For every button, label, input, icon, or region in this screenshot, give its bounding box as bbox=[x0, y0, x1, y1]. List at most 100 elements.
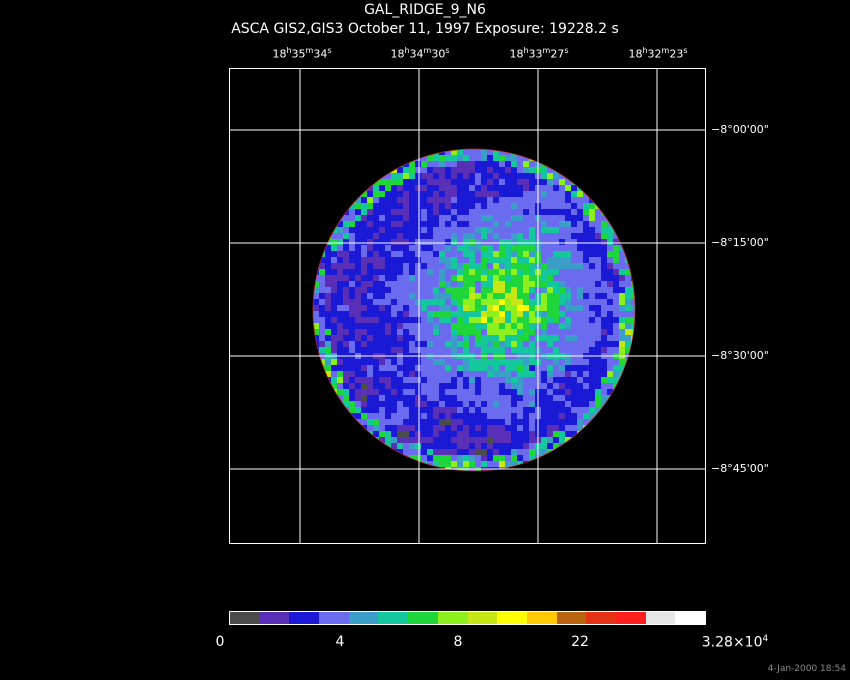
intensity-pixel bbox=[529, 347, 535, 353]
intensity-pixel bbox=[595, 389, 601, 395]
intensity-pixel bbox=[577, 347, 583, 353]
intensity-pixel bbox=[457, 311, 463, 317]
intensity-pixel bbox=[571, 341, 577, 347]
intensity-pixel bbox=[439, 245, 445, 251]
intensity-pixel bbox=[547, 269, 553, 275]
intensity-pixel bbox=[433, 419, 439, 425]
intensity-pixel bbox=[451, 329, 457, 335]
intensity-pixel bbox=[355, 341, 361, 347]
intensity-pixel bbox=[481, 209, 487, 215]
intensity-pixel bbox=[457, 197, 463, 203]
ra-label: 18h32m23s bbox=[628, 46, 688, 61]
intensity-pixel bbox=[469, 287, 475, 293]
intensity-pixel bbox=[403, 413, 409, 419]
intensity-pixel bbox=[625, 329, 631, 335]
intensity-pixel bbox=[475, 323, 481, 329]
intensity-pixel bbox=[439, 209, 445, 215]
intensity-pixel bbox=[475, 419, 481, 425]
intensity-pixel bbox=[493, 383, 499, 389]
intensity-pixel bbox=[391, 413, 397, 419]
intensity-pixel bbox=[379, 359, 385, 365]
intensity-pixel bbox=[421, 281, 427, 287]
intensity-pixel bbox=[343, 281, 349, 287]
intensity-pixel bbox=[481, 449, 487, 455]
intensity-pixel bbox=[571, 401, 577, 407]
intensity-pixel bbox=[451, 233, 457, 239]
intensity-pixel bbox=[457, 167, 463, 173]
intensity-pixel bbox=[355, 323, 361, 329]
intensity-pixel bbox=[607, 305, 613, 311]
intensity-pixel bbox=[547, 293, 553, 299]
intensity-pixel bbox=[445, 203, 451, 209]
intensity-pixel bbox=[523, 215, 529, 221]
intensity-pixel bbox=[331, 245, 337, 251]
intensity-pixel bbox=[469, 167, 475, 173]
intensity-pixel bbox=[331, 305, 337, 311]
intensity-pixel bbox=[547, 347, 553, 353]
intensity-pixel bbox=[553, 257, 559, 263]
intensity-pixel bbox=[355, 407, 361, 413]
intensity-pixel bbox=[499, 449, 505, 455]
intensity-pixel bbox=[421, 383, 427, 389]
intensity-pixel bbox=[487, 179, 493, 185]
intensity-pixel bbox=[427, 233, 433, 239]
intensity-pixel bbox=[397, 227, 403, 233]
intensity-pixel bbox=[457, 215, 463, 221]
intensity-pixel bbox=[367, 263, 373, 269]
intensity-pixel bbox=[409, 407, 415, 413]
intensity-pixel bbox=[463, 365, 469, 371]
intensity-pixel bbox=[541, 227, 547, 233]
intensity-pixel bbox=[583, 221, 589, 227]
intensity-pixel bbox=[361, 317, 367, 323]
intensity-pixel bbox=[529, 305, 535, 311]
intensity-pixel bbox=[541, 263, 547, 269]
intensity-pixel bbox=[595, 347, 601, 353]
intensity-pixel bbox=[385, 287, 391, 293]
intensity-pixel bbox=[571, 281, 577, 287]
intensity-pixel bbox=[541, 407, 547, 413]
intensity-pixel bbox=[445, 239, 451, 245]
intensity-pixel bbox=[361, 329, 367, 335]
intensity-pixel bbox=[547, 335, 553, 341]
intensity-pixel bbox=[619, 269, 625, 275]
intensity-pixel bbox=[385, 317, 391, 323]
intensity-pixel bbox=[391, 389, 397, 395]
intensity-pixel bbox=[427, 173, 433, 179]
intensity-pixel bbox=[373, 215, 379, 221]
intensity-pixel bbox=[583, 227, 589, 233]
intensity-pixel bbox=[361, 311, 367, 317]
intensity-pixel bbox=[487, 341, 493, 347]
intensity-pixel bbox=[379, 257, 385, 263]
intensity-pixel bbox=[523, 257, 529, 263]
intensity-pixel bbox=[325, 245, 331, 251]
intensity-pixel bbox=[487, 197, 493, 203]
intensity-pixel bbox=[403, 293, 409, 299]
intensity-pixel bbox=[403, 251, 409, 257]
intensity-pixel bbox=[481, 287, 487, 293]
intensity-pixel bbox=[499, 281, 505, 287]
intensity-pixel bbox=[607, 275, 613, 281]
intensity-pixel bbox=[415, 203, 421, 209]
intensity-pixel bbox=[469, 455, 475, 461]
intensity-pixel bbox=[559, 275, 565, 281]
intensity-pixel bbox=[547, 383, 553, 389]
intensity-pixel bbox=[403, 329, 409, 335]
intensity-pixel bbox=[367, 389, 373, 395]
intensity-pixel bbox=[505, 347, 511, 353]
intensity-pixel bbox=[421, 227, 427, 233]
intensity-pixel bbox=[475, 455, 481, 461]
intensity-pixel bbox=[499, 221, 505, 227]
intensity-pixel bbox=[397, 425, 403, 431]
intensity-pixel bbox=[403, 419, 409, 425]
intensity-pixel bbox=[583, 395, 589, 401]
intensity-pixel bbox=[577, 293, 583, 299]
intensity-pixel bbox=[523, 221, 529, 227]
intensity-pixel bbox=[379, 317, 385, 323]
intensity-pixel bbox=[559, 329, 565, 335]
intensity-pixel bbox=[403, 449, 409, 455]
intensity-pixel bbox=[529, 377, 535, 383]
intensity-pixel bbox=[355, 269, 361, 275]
intensity-pixel bbox=[469, 173, 475, 179]
intensity-pixel bbox=[439, 347, 445, 353]
intensity-pixel bbox=[559, 197, 565, 203]
